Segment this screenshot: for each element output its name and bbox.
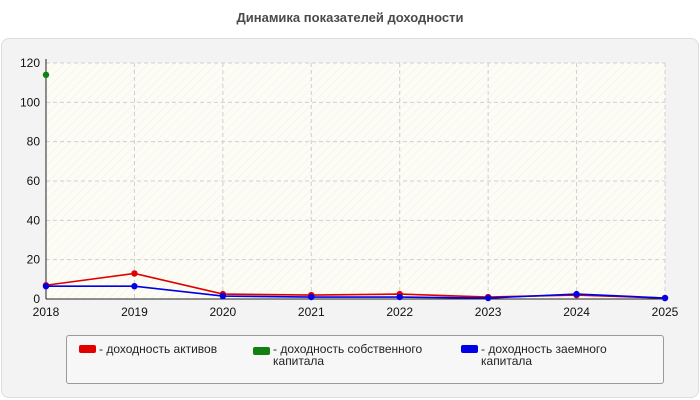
series-line-2: [46, 285, 666, 299]
data-point-2: [661, 294, 669, 302]
legend-swatch-debt: [461, 345, 478, 353]
x-tick-label: 2022: [386, 305, 413, 319]
x-tick-label: 2020: [210, 305, 237, 319]
x-tick-label: 2024: [563, 305, 590, 319]
data-point-2: [484, 294, 492, 302]
x-tick-label: 2019: [121, 305, 148, 319]
chart-legend: - доходность активов - доходность собств…: [66, 335, 664, 384]
legend-swatch-equity: [253, 347, 270, 355]
legend-label-assets: - доходность активов: [99, 342, 218, 356]
x-tick-label: 2021: [298, 305, 325, 319]
x-tick-label: 2025: [652, 305, 679, 319]
legend-swatch-assets: [79, 345, 96, 353]
data-point-1: [42, 71, 50, 79]
legend-label-debt: - доходность заемного капитала: [481, 342, 607, 368]
data-point-2: [131, 283, 138, 290]
y-tick-label: 60: [27, 174, 41, 188]
x-tick-label: 2023: [475, 305, 502, 319]
data-point-2: [573, 290, 580, 298]
legend-label-equity: - доходность собственного капитала: [273, 342, 423, 368]
y-tick-label: 100: [20, 95, 40, 109]
chart-title: Динамика показателей доходности: [236, 10, 464, 25]
y-tick-label: 80: [27, 135, 41, 149]
y-tick-label: 120: [20, 56, 40, 70]
y-tick-label: 40: [27, 213, 41, 227]
data-point-2: [42, 283, 50, 290]
data-point-0: [131, 270, 138, 277]
y-tick-label: 0: [33, 292, 40, 306]
data-point-2: [396, 293, 403, 301]
data-point-2: [308, 293, 315, 301]
y-tick-label: 20: [27, 253, 41, 267]
x-tick-label: 2018: [33, 305, 60, 319]
data-point-2: [219, 292, 227, 300]
